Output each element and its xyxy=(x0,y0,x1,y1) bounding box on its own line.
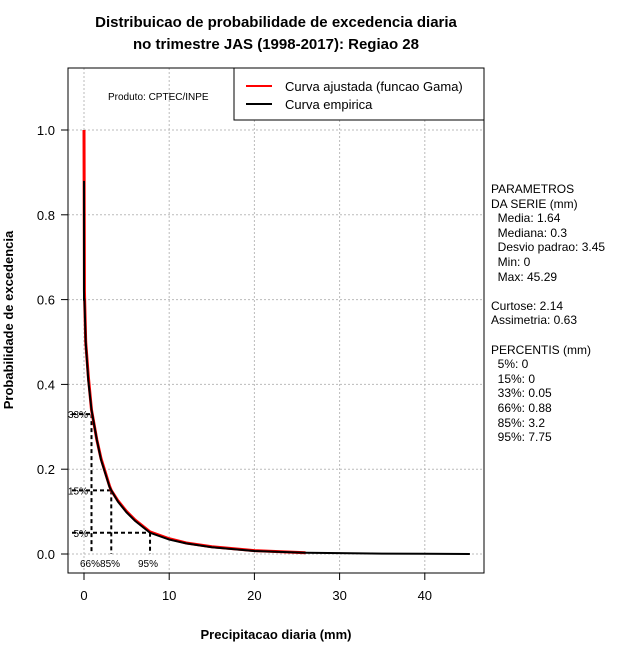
y-tick-label: 0.0 xyxy=(37,547,55,562)
x-tick-label: 10 xyxy=(162,588,176,603)
stat-p33: 33%: 0.05 xyxy=(491,386,552,401)
y-tick-label: 0.4 xyxy=(37,377,55,392)
percentile-label: 5% xyxy=(74,529,89,540)
stat-p95: 95%: 7.75 xyxy=(491,430,552,445)
y-tick-label: 1.0 xyxy=(37,123,55,138)
stat-p85: 85%: 3.2 xyxy=(491,415,546,430)
stats-panel: PARAMETROS DA SERIE (mm) Media: 1.64 Medi… xyxy=(491,182,605,445)
plot-frame xyxy=(67,67,485,574)
y-tick-label: 0.2 xyxy=(37,462,55,477)
y-axis-label: Probabilidade de excedencia xyxy=(1,230,16,409)
stat-assimetria: Assimetria: 0.63 xyxy=(491,313,578,328)
stat-max: Max: 45.29 xyxy=(491,269,558,284)
percentile-label: 33% xyxy=(68,410,88,421)
x-axis-label: Precipitacao diaria (mm) xyxy=(201,627,352,642)
stats-header: PARAMETROS xyxy=(491,182,575,196)
x-tick-label: 40 xyxy=(418,588,432,603)
legend-label-fitted: Curva ajustada (funcao Gama) xyxy=(285,79,463,94)
stat-p5: 5%: 0 xyxy=(491,357,529,372)
stat-p15: 15%: 0 xyxy=(491,371,536,386)
percentile-xlabel: 95% xyxy=(138,559,158,570)
stat-desvio: Desvio padrao: 3.45 xyxy=(491,240,606,255)
y-tick-label: 0.6 xyxy=(37,293,55,308)
chart-title-line2: no trimestre JAS (1998-2017): Regiao 28 xyxy=(133,36,419,53)
stat-curtose: Curtose: 2.14 xyxy=(491,298,564,313)
x-tick-label: 20 xyxy=(247,588,261,603)
stats-header-2: DA SERIE (mm) xyxy=(491,196,578,211)
percentis-header: PERCENTIS (mm) xyxy=(491,342,591,357)
stat-media: Media: 1.64 xyxy=(491,211,561,226)
stat-min: Min: 0 xyxy=(491,254,531,269)
y-tick-label: 0.8 xyxy=(37,208,55,223)
chart-title-line1: Distribuicao de probabilidade de exceden… xyxy=(95,14,457,31)
series-line-empirical xyxy=(83,180,470,555)
legend-label-empirical: Curva empirica xyxy=(285,97,373,112)
legend: Curva ajustada (funcao Gama) Curva empir… xyxy=(233,67,485,121)
x-tick-label: 0 xyxy=(80,588,87,603)
product-label: Produto: CPTEC/INPE xyxy=(108,92,209,103)
stat-p66: 66%: 0.88 xyxy=(491,400,552,415)
series-line-fitted xyxy=(82,129,306,555)
x-tick-label: 30 xyxy=(332,588,346,603)
stat-mediana: Mediana: 0.3 xyxy=(491,225,568,240)
percentile-label: 15% xyxy=(68,486,88,497)
percentile-xlabel: 66%85% xyxy=(80,559,120,570)
